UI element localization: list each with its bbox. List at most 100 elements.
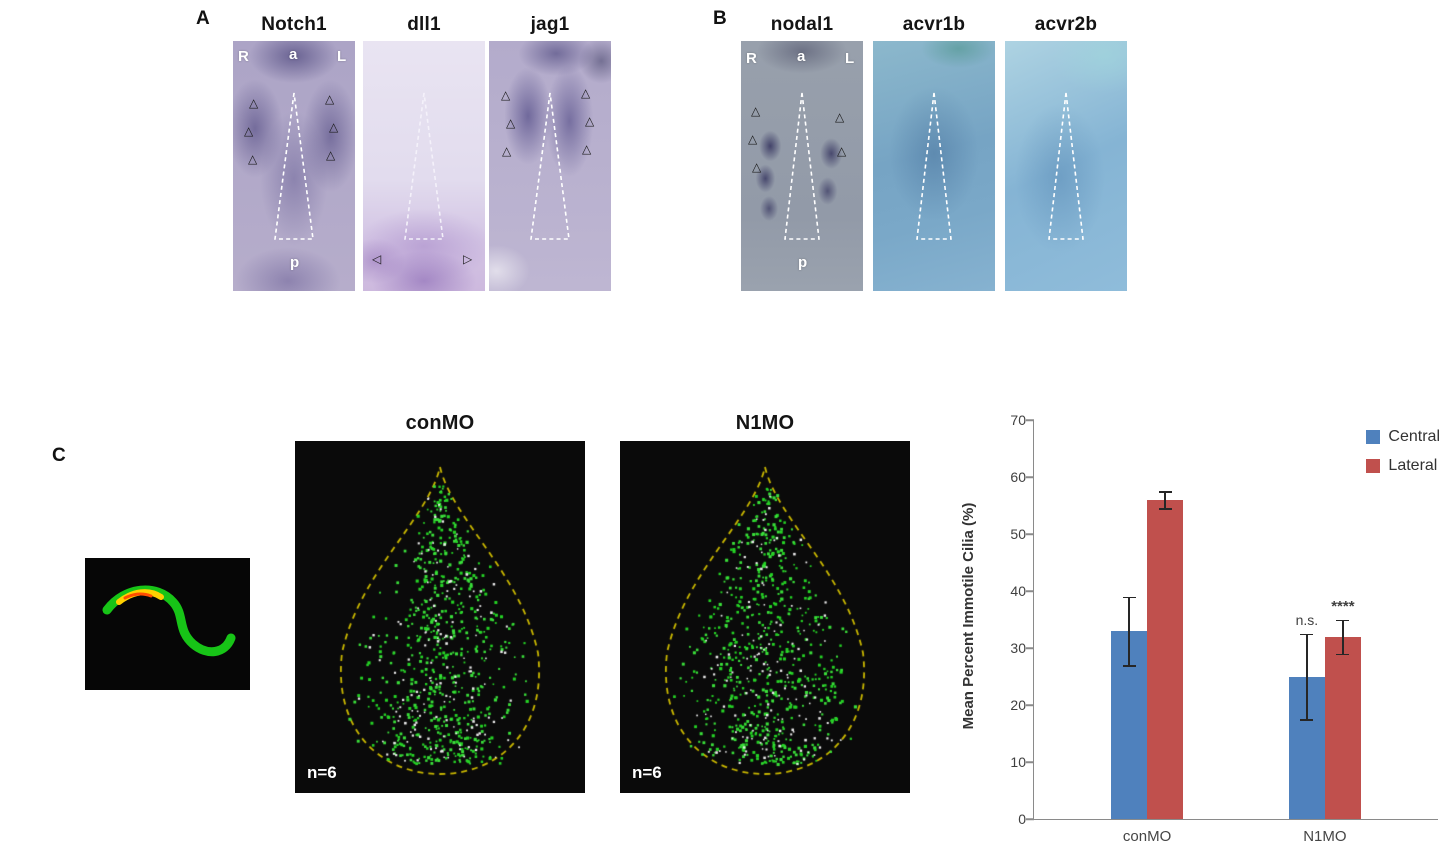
y-tick-mark	[1026, 419, 1034, 421]
ish-figure-nodal1: nodal1 R a L p △ △ △ △ △	[741, 14, 863, 291]
error-bar	[1306, 633, 1308, 720]
legend-item-central: Central	[1366, 428, 1440, 446]
y-tick-label: 0	[1018, 811, 1026, 827]
arrowhead-icon: △	[249, 96, 259, 110]
nodal1-stain-image: R a L p △ △ △ △ △	[741, 41, 863, 291]
midline-dashed-triangle	[404, 92, 444, 240]
jag1-stain-image: △ △ △ △ △ △	[489, 41, 611, 291]
category-label: N1MO	[1303, 828, 1347, 845]
arrowhead-icon: △	[835, 110, 845, 124]
scatter-title-n1mo: N1MO	[735, 412, 795, 434]
arrowhead-right-icon: ▷	[463, 252, 473, 266]
cilia-scatter-canvas	[295, 441, 585, 793]
arrowhead-icon: △	[248, 152, 258, 166]
sample-size-label: n=6	[307, 763, 337, 782]
acvr1b-stain-image	[873, 41, 995, 291]
midline-dashed-triangle	[916, 92, 952, 240]
cilium-drawing	[102, 585, 236, 657]
arrowhead-icon: △	[244, 124, 254, 138]
ish-figure-notch1: Notch1 R a L p △ △ △ △ △ △	[233, 14, 355, 291]
arrowhead-icon: △	[752, 160, 762, 174]
error-bar	[1128, 596, 1130, 666]
y-tick-mark	[1026, 590, 1034, 592]
orientation-right-label: R	[746, 50, 757, 67]
bar-N1MO-lateral	[1324, 636, 1361, 819]
y-tick-label: 20	[1010, 697, 1026, 713]
arrowhead-icon: △	[582, 142, 592, 156]
gene-label-dll1: dll1	[407, 14, 441, 35]
legend-item-lateral: Lateral	[1366, 457, 1440, 475]
error-bar-cap	[1158, 508, 1172, 510]
ish-figure-acvr1b: acvr1b	[873, 14, 995, 291]
panel-b-label: B	[713, 8, 727, 29]
cilium-fluorescence-image	[85, 558, 250, 690]
error-bar-cap	[1158, 491, 1172, 493]
gene-label-acvr2b: acvr2b	[1034, 14, 1098, 35]
y-tick-mark	[1026, 476, 1034, 478]
arrowhead-icon: △	[506, 116, 516, 130]
bar-conMO-lateral	[1147, 499, 1184, 819]
panel-c-label: C	[52, 445, 66, 466]
legend-label: Lateral	[1388, 457, 1438, 474]
scatter-title-conmo: conMO	[405, 412, 475, 434]
orientation-left-label: L	[337, 48, 347, 65]
y-tick-label: 30	[1010, 640, 1026, 656]
ish-figure-dll1: dll1 ◁ ▷	[363, 14, 485, 291]
orientation-anterior-label: a	[289, 46, 298, 63]
chart-legend: Central Lateral	[1366, 428, 1440, 486]
immotile-cilia-bar-chart: Mean Percent Immotile Cilia (%) 0 10 20 30 4…	[958, 406, 1444, 862]
arrowhead-icon: △	[751, 104, 761, 118]
significance-annotation: ****	[1331, 597, 1355, 615]
acvr2b-stain-image	[1005, 41, 1127, 291]
arrowhead-icon: △	[325, 92, 335, 106]
legend-swatch	[1366, 430, 1381, 444]
arrowhead-icon: △	[837, 144, 847, 158]
cilia-map-conmo: n=6	[295, 441, 585, 793]
cilia-scatter-canvas	[620, 441, 910, 793]
y-axis-title: Mean Percent Immotile Cilia (%)	[960, 502, 977, 730]
orientation-posterior-label: p	[798, 254, 808, 271]
legend-swatch	[1366, 459, 1381, 473]
scatter-figure-n1mo: N1MO n=6	[620, 412, 910, 793]
orientation-right-label: R	[238, 48, 249, 65]
gene-label-acvr1b: acvr1b	[902, 14, 966, 35]
ish-figure-jag1: jag1 △ △ △ △ △ △	[489, 14, 611, 291]
y-tick-label: 70	[1010, 412, 1026, 428]
midline-dashed-triangle	[1048, 92, 1084, 240]
error-bar	[1164, 491, 1166, 509]
y-tick-mark	[1026, 647, 1034, 649]
ish-figure-acvr2b: acvr2b	[1005, 14, 1127, 291]
category-label: conMO	[1122, 828, 1172, 845]
cilium-overlap-yellow	[116, 589, 164, 605]
notch1-stain-image: R a L p △ △ △ △ △ △	[233, 41, 355, 291]
arrowhead-icon: △	[581, 86, 591, 100]
y-tick-mark	[1026, 818, 1034, 820]
cilium-red-channel	[123, 592, 153, 600]
arrowhead-icon: △	[585, 114, 595, 128]
midline-dashed-triangle	[784, 92, 820, 240]
arrowhead-icon: △	[502, 144, 512, 158]
gene-label-notch1: Notch1	[261, 14, 327, 35]
orientation-anterior-label: a	[797, 48, 806, 65]
dll1-stain-image: ◁ ▷	[363, 41, 485, 291]
gene-label-jag1: jag1	[530, 14, 570, 35]
error-bar-cap	[1336, 653, 1350, 656]
panel-a-label: A	[196, 8, 210, 29]
chart-plot-area: 0 10 20 30 40 50 60 70 conMO N1MO n.s. ****	[1010, 412, 1438, 845]
y-tick-mark	[1026, 704, 1034, 706]
error-bar	[1342, 619, 1344, 654]
cilia-map-n1mo: n=6	[620, 441, 910, 793]
y-tick-mark	[1026, 761, 1034, 763]
arrowhead-icon: △	[501, 88, 511, 102]
significance-annotation: n.s.	[1295, 611, 1319, 628]
y-tick-label: 60	[1010, 469, 1026, 485]
y-tick-label: 50	[1010, 526, 1026, 542]
arrowhead-icon: △	[748, 132, 758, 146]
y-tick-mark	[1026, 533, 1034, 535]
scatter-figure-conmo: conMO n=6	[295, 412, 585, 793]
error-bar-cap	[1122, 665, 1136, 667]
error-bar-cap	[1336, 619, 1350, 621]
sample-size-label: n=6	[632, 763, 662, 782]
y-tick-label: 40	[1010, 583, 1026, 599]
error-bar-cap	[1122, 596, 1136, 599]
